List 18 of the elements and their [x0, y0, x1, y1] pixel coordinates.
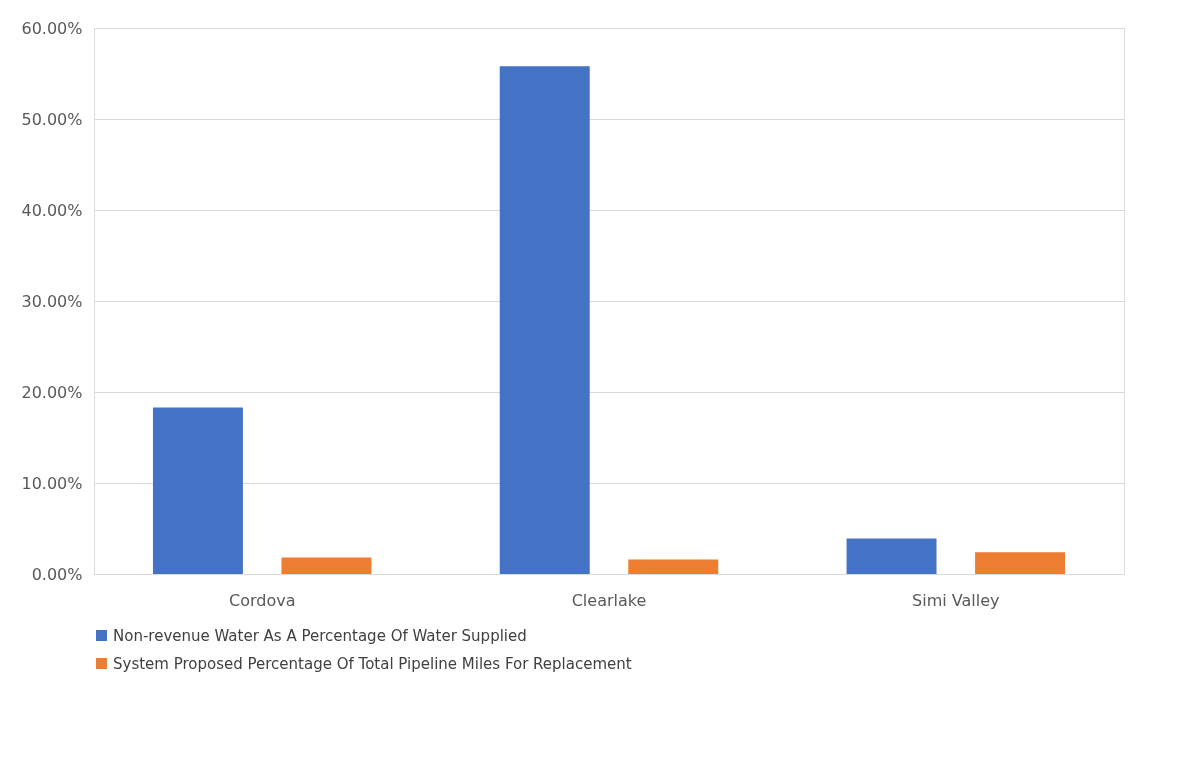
x-tick-label: Clearlake — [571, 590, 647, 610]
y-tick-label: 50.00% — [21, 109, 83, 129]
bar — [281, 557, 372, 574]
bar — [152, 407, 243, 574]
y-tick-label: 60.00% — [21, 18, 83, 38]
bar — [628, 559, 719, 574]
y-tick-label: 20.00% — [21, 382, 83, 402]
x-tick-label: Simi Valley — [912, 590, 1000, 610]
legend-label: System Proposed Percentage Of Total Pipeline Miles For Replacement — [113, 654, 632, 673]
y-tick-label: 10.00% — [21, 473, 83, 493]
x-tick-label: Cordova — [228, 590, 296, 610]
bar — [499, 66, 590, 574]
y-tick-label: 30.00% — [21, 291, 83, 311]
legend-label: Non-revenue Water As A Percentage Of Water Supplied — [113, 626, 527, 645]
y-tick-label: 40.00% — [21, 200, 83, 220]
bar — [975, 552, 1066, 574]
bar — [846, 538, 937, 574]
y-tick-label: 0.00% — [31, 564, 83, 584]
